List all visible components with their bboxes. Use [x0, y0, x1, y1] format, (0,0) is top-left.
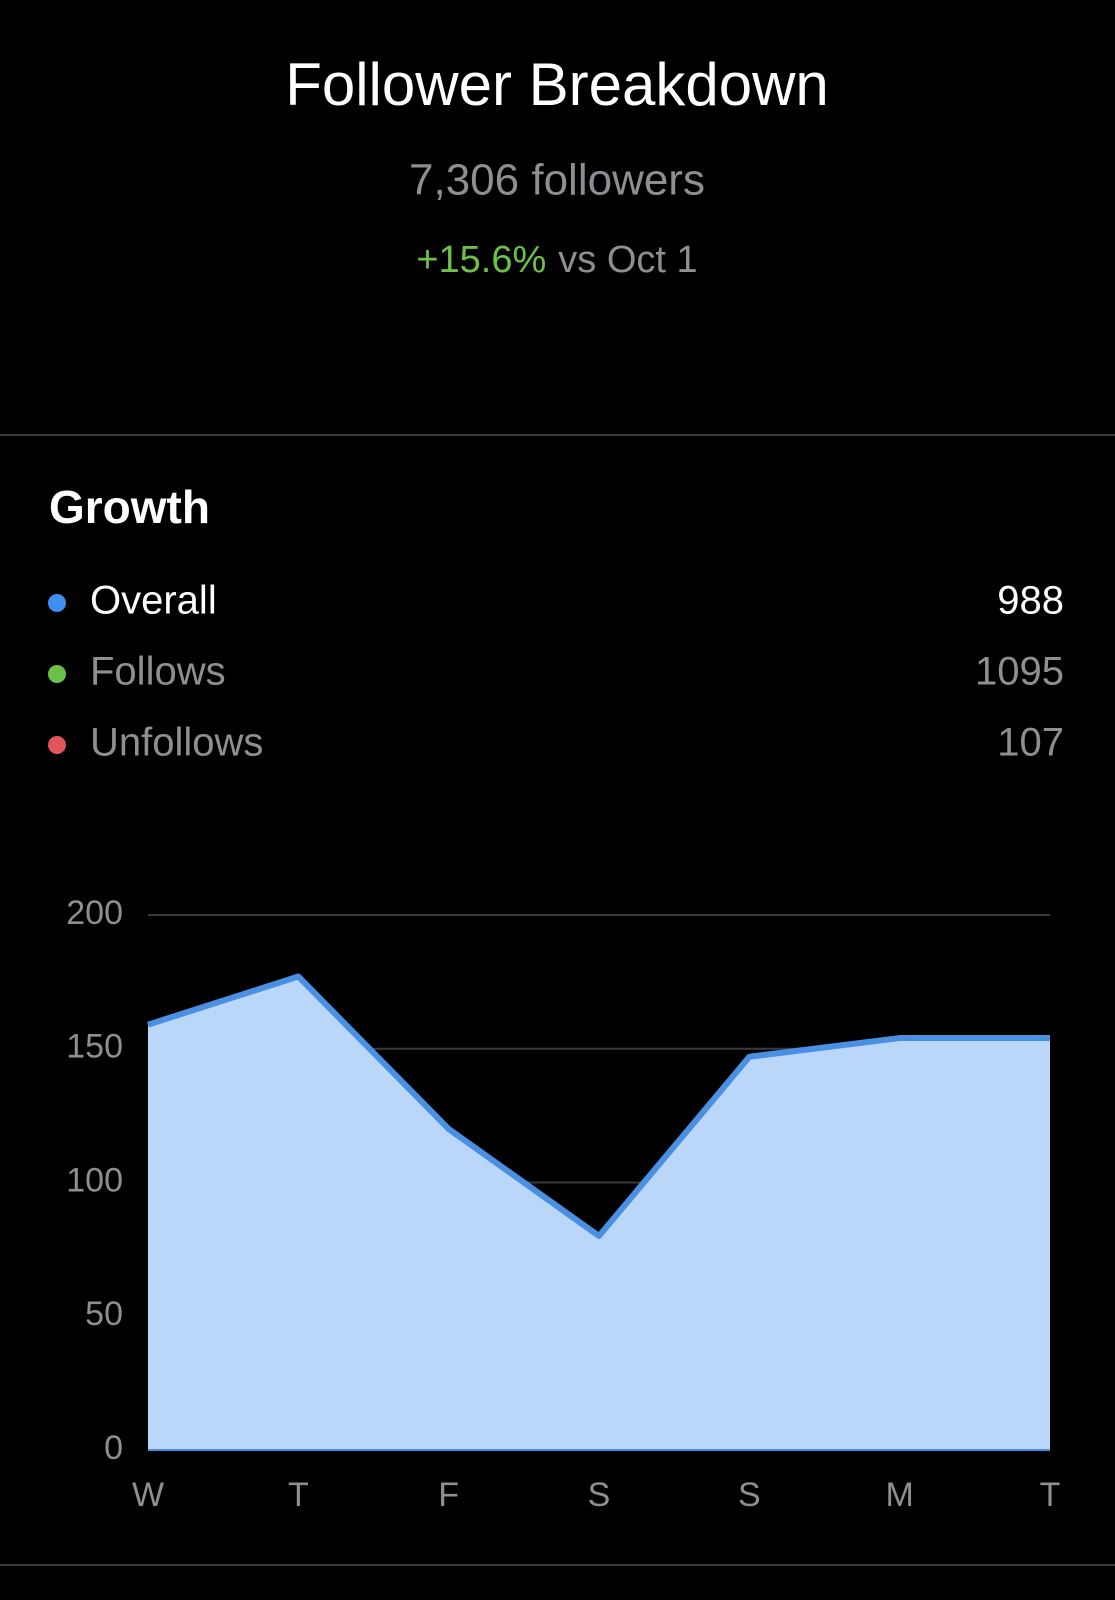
section-title: Growth	[49, 481, 210, 533]
y-tick-label: 0	[104, 1429, 123, 1467]
x-tick-label: S	[588, 1476, 611, 1514]
legend-value: 1095	[975, 650, 1064, 694]
legend-dot	[48, 665, 66, 683]
y-tick-label: 200	[66, 894, 123, 932]
y-tick-label: 50	[85, 1295, 123, 1333]
legend-value: 107	[997, 721, 1064, 765]
area	[148, 976, 1050, 1450]
x-tick-label: F	[438, 1476, 459, 1514]
change-line: +15.6% vs Oct 1	[416, 239, 697, 281]
title: Follower Breakdown	[285, 51, 829, 118]
legend-name: Unfollows	[90, 721, 263, 765]
x-tick-label: T	[1040, 1476, 1061, 1514]
change: +15.6%	[416, 239, 546, 281]
legend-name: Follows	[90, 650, 226, 694]
x-tick-label: M	[886, 1476, 914, 1514]
x-tick-label: T	[288, 1476, 309, 1514]
legend-name: Overall	[90, 579, 217, 623]
legend-dot	[48, 594, 66, 612]
x-tick-label: S	[738, 1476, 761, 1514]
y-tick-label: 100	[66, 1161, 123, 1199]
change-note: vs Oct 1	[558, 239, 697, 281]
subtitle: 7,306 followers	[409, 156, 705, 205]
legend-dot	[48, 736, 66, 754]
legend-value: 988	[997, 579, 1064, 623]
x-tick-label: W	[132, 1476, 164, 1514]
y-tick-label: 150	[66, 1028, 123, 1066]
line	[147, 973, 1050, 1239]
